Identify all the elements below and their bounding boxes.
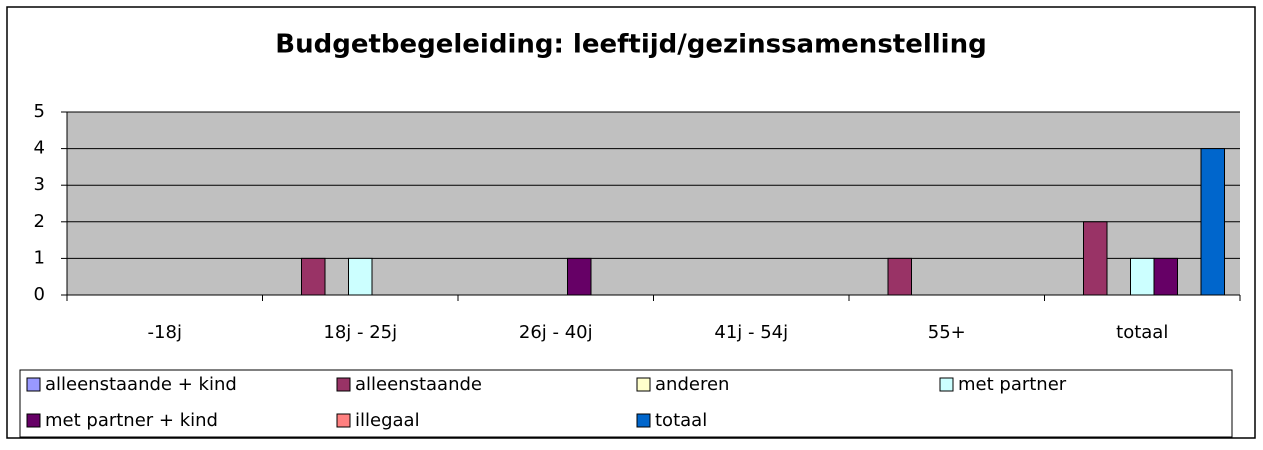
x-tick-label: 41j - 54j [714,322,788,343]
legend-label: totaal [655,410,707,431]
legend-box [19,369,1233,438]
x-tick-label: 55+ [928,322,966,343]
legend-label: met partner [958,374,1067,395]
legend-swatch [336,413,351,428]
bar [567,257,592,296]
legend-swatch [636,413,651,428]
y-tick-label: 0 [34,284,45,305]
y-tick-label: 1 [34,247,45,268]
x-tick-label: 18j - 25j [323,322,397,343]
bar [1130,257,1155,296]
legend-swatch [636,377,651,392]
chart-title: Budgetbegeleiding: leeftijd/gezinssamens… [275,30,986,60]
bar [1153,257,1178,296]
legend-label: illegaal [355,410,420,431]
x-tick-label: -18j [148,322,182,343]
bar [887,257,912,296]
bar [1083,221,1108,296]
legend-label: anderen [655,374,729,395]
y-tick-label: 2 [34,211,45,232]
bar [348,257,373,296]
y-tick-label: 5 [34,101,45,122]
legend-swatch [939,377,954,392]
legend-label: alleenstaande [355,374,482,395]
legend-swatch [26,413,41,428]
legend-label: met partner + kind [45,410,218,431]
y-tick-label: 4 [34,138,45,159]
bar [301,257,326,296]
x-tick-label: 26j - 40j [519,322,593,343]
legend-swatch [336,377,351,392]
legend-swatch [26,377,41,392]
plot-area [67,112,1240,295]
bar [1200,148,1225,296]
x-tick-label: totaal [1116,322,1168,343]
y-tick-label: 3 [34,174,45,195]
legend-label: alleenstaande + kind [45,374,237,395]
